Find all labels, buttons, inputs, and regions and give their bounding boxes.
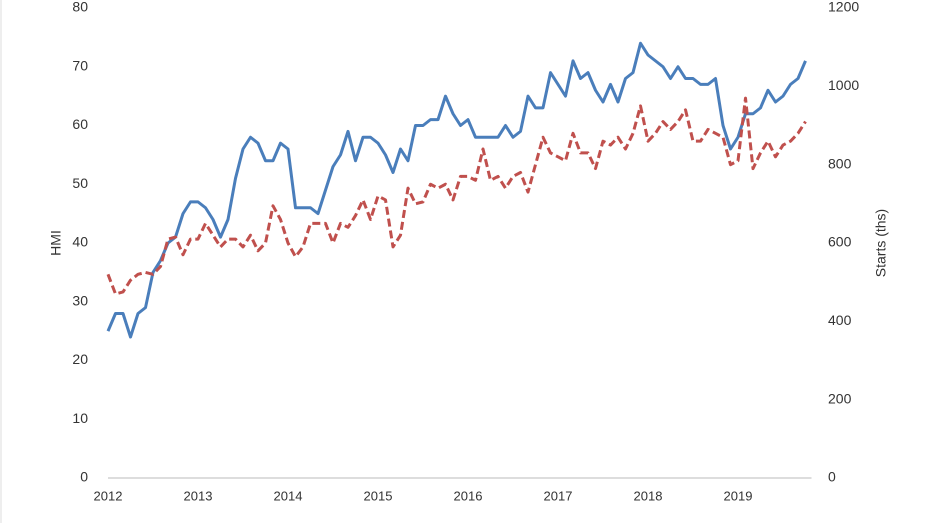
- y2-tick-label: 200: [828, 390, 852, 406]
- y2-tick-label: 1000: [828, 77, 859, 93]
- y-tick-label: 20: [72, 351, 88, 367]
- y2-axis-title: Starts (ths): [873, 209, 889, 277]
- x-tick-label: 2013: [184, 488, 213, 503]
- series-line: [106, 41, 807, 339]
- y-tick-label: 70: [72, 57, 88, 73]
- y2-tick-label: 0: [828, 469, 836, 485]
- y-tick-label: 0: [80, 469, 88, 485]
- y2-tick-label: 400: [828, 312, 852, 328]
- series-line: [106, 96, 807, 296]
- y-axis-title: HMI: [48, 230, 64, 256]
- x-tick-label: 2019: [724, 488, 753, 503]
- y-tick-label: 50: [72, 175, 88, 191]
- y-tick-label: 80: [72, 0, 88, 15]
- x-tick-label: 2015: [364, 488, 393, 503]
- y2-tick-label: 800: [828, 155, 852, 171]
- x-tick-label: 2016: [454, 488, 483, 503]
- x-tick-label: 2018: [634, 488, 663, 503]
- x-tick-label: 2017: [544, 488, 573, 503]
- y-tick-label: 40: [72, 234, 88, 250]
- y-tick-label: 10: [72, 410, 88, 426]
- y-tick-label: 30: [72, 292, 88, 308]
- x-tick-label: 2012: [94, 488, 123, 503]
- y2-tick-label: 1200: [828, 0, 859, 15]
- x-tick-label: 2014: [274, 488, 303, 503]
- y2-tick-label: 600: [828, 234, 852, 250]
- y-tick-label: 60: [72, 116, 88, 132]
